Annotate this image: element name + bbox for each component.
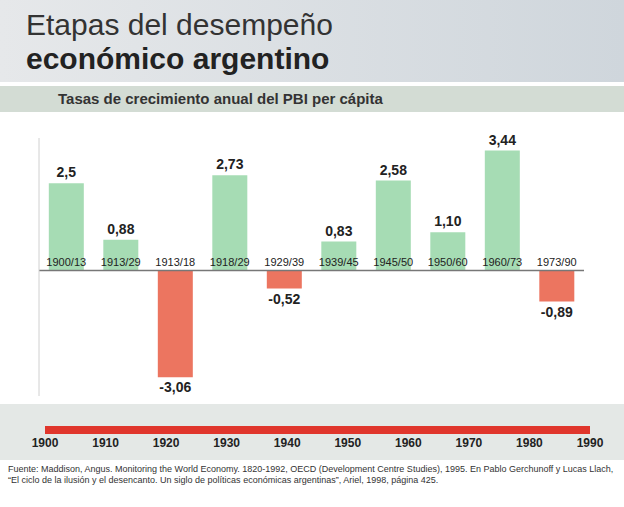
svg-text:1950/60: 1950/60	[428, 256, 468, 268]
svg-text:-3,06: -3,06	[159, 379, 191, 395]
svg-text:1980: 1980	[516, 436, 543, 450]
svg-text:1910: 1910	[92, 436, 119, 450]
svg-text:1950: 1950	[334, 436, 361, 450]
svg-text:2,73: 2,73	[216, 156, 243, 172]
svg-text:1913/29: 1913/29	[101, 256, 141, 268]
svg-text:1913/18: 1913/18	[155, 256, 195, 268]
svg-text:1929/39: 1929/39	[264, 256, 304, 268]
svg-text:-0,89: -0,89	[541, 304, 573, 320]
svg-text:1,10: 1,10	[434, 213, 461, 229]
svg-text:1970: 1970	[456, 436, 483, 450]
svg-text:3,44: 3,44	[489, 132, 516, 148]
html-text:económico argentino: económico argentino	[26, 42, 330, 75]
svg-text:0,88: 0,88	[107, 221, 134, 237]
html-text:Fuente: Maddison, Angus. Monit: Fuente: Maddison, Angus. Monitoring the …	[8, 464, 614, 485]
svg-text:1900: 1900	[32, 436, 59, 450]
svg-text:1973/90: 1973/90	[537, 256, 577, 268]
svg-text:1990: 1990	[577, 436, 604, 450]
svg-text:1900/13: 1900/13	[46, 256, 86, 268]
svg-text:1920: 1920	[153, 436, 180, 450]
svg-text:1945/50: 1945/50	[373, 256, 413, 268]
svg-text:0,83: 0,83	[325, 223, 352, 239]
svg-text:1960/73: 1960/73	[482, 256, 522, 268]
html-text:Tasas de crecimiento anual del: Tasas de crecimiento anual del PBI per c…	[58, 90, 383, 107]
svg-text:1930: 1930	[213, 436, 240, 450]
svg-text:1940: 1940	[274, 436, 301, 450]
svg-text:1960: 1960	[395, 436, 422, 450]
svg-text:1918/29: 1918/29	[210, 256, 250, 268]
svg-text:1939/45: 1939/45	[319, 256, 359, 268]
svg-text:2,5: 2,5	[57, 164, 77, 180]
html-text:Etapas del desempeño: Etapas del desempeño	[26, 8, 333, 41]
svg-text:2,58: 2,58	[380, 162, 407, 178]
svg-text:-0,52: -0,52	[268, 291, 300, 307]
